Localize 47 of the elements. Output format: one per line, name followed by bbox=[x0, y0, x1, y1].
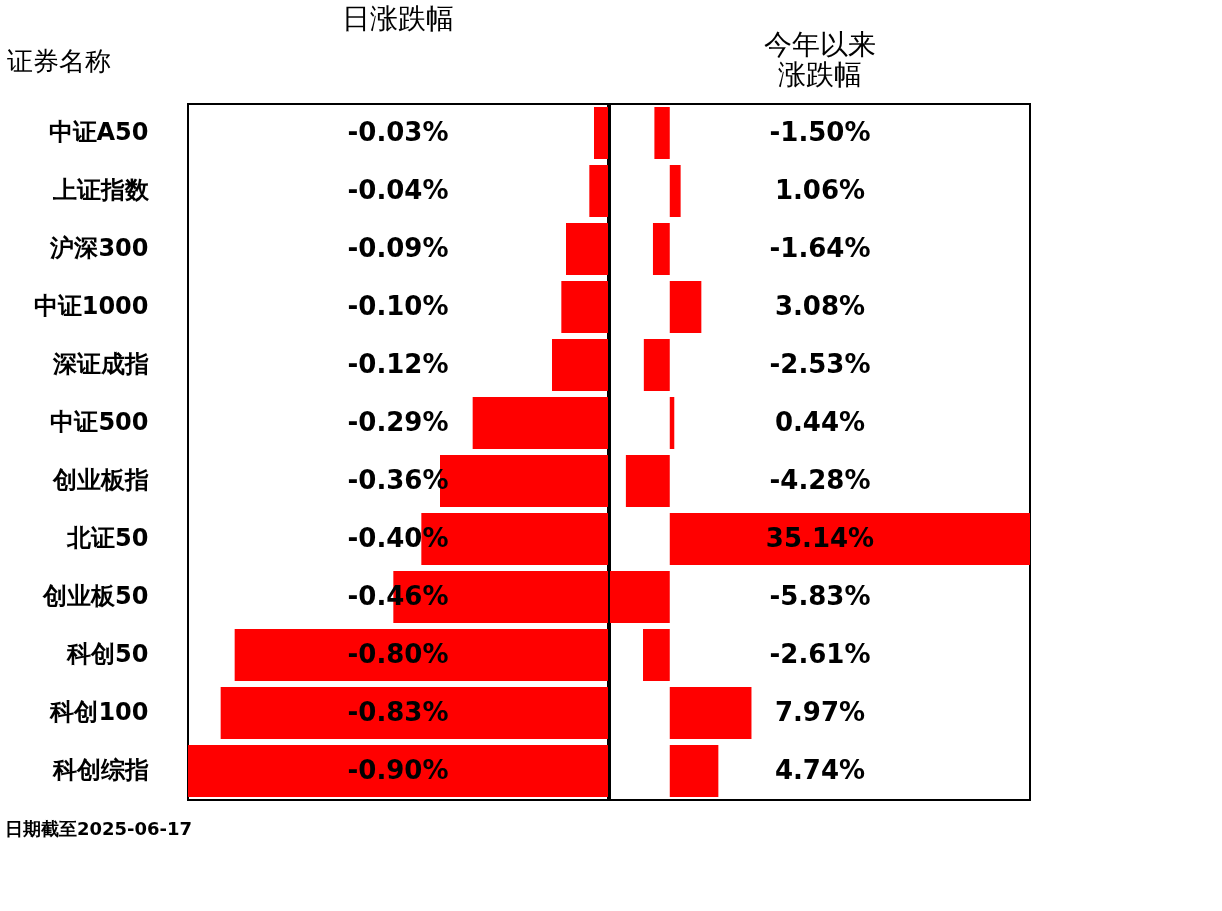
bar bbox=[669, 165, 681, 217]
bar bbox=[643, 339, 670, 391]
data-label: -0.03% bbox=[347, 117, 449, 147]
chart-title: 今年以来涨跌幅 bbox=[764, 28, 876, 91]
y-tick-label: 北证50 bbox=[66, 524, 149, 552]
chart-title: 日涨跌幅 bbox=[342, 2, 454, 35]
data-label: -0.04% bbox=[347, 175, 449, 205]
bar bbox=[669, 745, 719, 797]
data-label: 1.06% bbox=[774, 175, 866, 205]
data-label: -4.28% bbox=[769, 465, 871, 495]
bar bbox=[652, 223, 670, 275]
y-tick-label: 创业板指 bbox=[51, 466, 149, 494]
y-tick-label: 科创100 bbox=[49, 698, 149, 726]
data-label: -0.10% bbox=[347, 291, 449, 321]
y-tick-label: 中证1000 bbox=[33, 292, 149, 320]
data-label: -0.90% bbox=[347, 755, 449, 785]
data-label: 35.14% bbox=[765, 523, 875, 553]
y-tick-label: 中证500 bbox=[50, 408, 149, 436]
data-label: -0.83% bbox=[347, 697, 449, 727]
y-tick-label: 中证A50 bbox=[48, 118, 149, 146]
bar bbox=[643, 629, 670, 681]
y-tick-label: 沪深300 bbox=[49, 234, 149, 262]
text: 日期截至2025-06-17 bbox=[5, 818, 193, 839]
data-label: -0.09% bbox=[347, 233, 449, 263]
data-label: -1.50% bbox=[769, 117, 871, 147]
data-label: 7.97% bbox=[774, 697, 866, 727]
data-label: -0.80% bbox=[347, 639, 449, 669]
bar bbox=[625, 455, 670, 507]
y-tick-label: 创业板50 bbox=[42, 582, 149, 610]
y-tick-label: 科创50 bbox=[66, 640, 149, 668]
y-tick-label: 科创综指 bbox=[51, 756, 149, 784]
bar bbox=[669, 687, 752, 739]
bar bbox=[654, 107, 670, 159]
data-label: -2.61% bbox=[769, 639, 871, 669]
data-label: 3.08% bbox=[774, 291, 866, 321]
y-axis-title: 证券名称 bbox=[6, 45, 111, 76]
data-label: -0.29% bbox=[347, 407, 449, 437]
data-label: 0.44% bbox=[774, 407, 866, 437]
y-tick-label: 上证指数 bbox=[51, 176, 150, 204]
data-label: -5.83% bbox=[769, 581, 871, 611]
y-tick-label: 深证成指 bbox=[51, 350, 149, 378]
data-label: -1.64% bbox=[769, 233, 871, 263]
bar bbox=[669, 281, 702, 333]
data-label: -0.12% bbox=[347, 349, 449, 379]
bar bbox=[669, 513, 1030, 565]
data-label: 4.74% bbox=[774, 755, 866, 785]
data-label: -2.53% bbox=[769, 349, 871, 379]
